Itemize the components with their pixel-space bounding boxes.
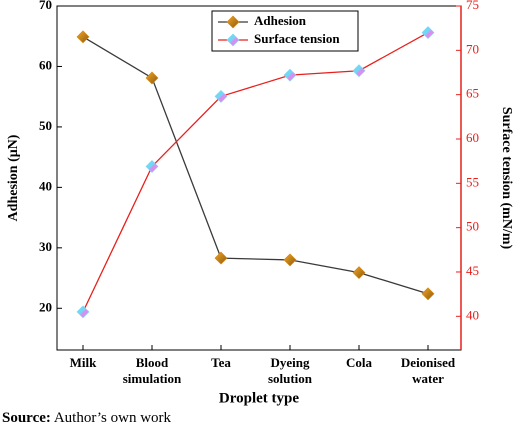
data-point — [145, 71, 159, 85]
x-tick-label: Cola — [346, 355, 372, 370]
legend-label: Adhesion — [254, 13, 307, 28]
x-tick-label: Tea — [211, 355, 231, 370]
y-tick-label: 60 — [39, 57, 52, 72]
y-tick-label: 50 — [39, 118, 52, 133]
y-tick-label: 30 — [39, 239, 52, 254]
y2-tick-label: 60 — [466, 130, 479, 145]
legend-box — [211, 10, 359, 52]
y2-tick-label: 50 — [466, 219, 479, 234]
source-label: Source: — [2, 410, 51, 426]
x-tick-label: Blood simulation — [122, 355, 182, 386]
y-axis-label: Adhesion (μN) — [6, 134, 21, 221]
data-point — [352, 64, 366, 78]
x-tick-label: Dyeing solution — [267, 355, 313, 386]
y2-tick-label: 65 — [466, 86, 479, 101]
series-line — [82, 32, 429, 313]
data-point — [76, 30, 90, 44]
source-text: Author’s own work — [53, 410, 172, 426]
data-point — [214, 90, 228, 103]
data-point — [145, 160, 159, 173]
data-point — [352, 266, 366, 280]
data-point — [283, 253, 297, 267]
y-tick-label: 40 — [39, 178, 52, 193]
y2-tick-label: 40 — [466, 307, 479, 322]
y2-tick-label: 75 — [466, 0, 479, 12]
legend-marker — [226, 15, 240, 29]
x-axis-label: Droplet type — [219, 390, 299, 406]
source-note: Source: Author’s own work — [2, 410, 171, 427]
y2-axis-label: Surface tension (mN/m) — [499, 107, 514, 250]
x-tick-label: Milk — [69, 355, 97, 370]
legend-label: Surface tension — [254, 31, 340, 46]
y2-tick-label: 45 — [466, 263, 479, 278]
y2-tick-label: 55 — [466, 174, 479, 189]
data-point — [214, 251, 228, 265]
x-tick-label: Deionised water — [400, 355, 456, 386]
y-tick-label: 20 — [39, 299, 52, 314]
legend-marker — [226, 33, 240, 47]
data-point — [421, 287, 435, 301]
y2-tick-label: 70 — [466, 41, 479, 56]
data-point — [283, 68, 297, 82]
data-point — [76, 305, 90, 319]
y-tick-label: 70 — [39, 0, 52, 12]
series-line — [82, 36, 429, 295]
data-point — [421, 26, 435, 40]
